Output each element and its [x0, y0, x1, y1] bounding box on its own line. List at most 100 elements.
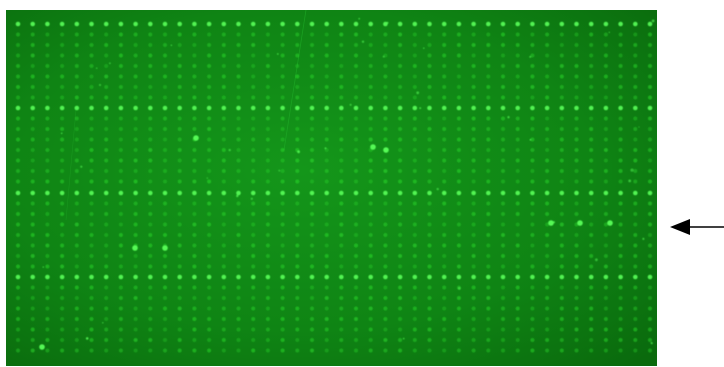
spot — [177, 327, 182, 332]
spot — [207, 85, 212, 89]
spot — [74, 74, 79, 79]
spot — [324, 64, 329, 68]
spot — [118, 148, 123, 152]
highlight-spot — [370, 144, 376, 150]
bright-spot — [30, 274, 35, 280]
spot — [633, 116, 638, 121]
spot — [559, 64, 564, 68]
bright-spot — [383, 190, 388, 196]
spot — [207, 212, 212, 216]
bright-spot — [486, 274, 491, 280]
spot — [148, 264, 153, 269]
spot — [648, 53, 652, 58]
bright-spot — [162, 274, 168, 280]
bright-spot — [250, 274, 256, 280]
spot — [383, 74, 388, 79]
spot — [310, 137, 314, 142]
spot — [648, 201, 652, 206]
spot — [559, 116, 564, 121]
spot — [251, 116, 256, 121]
spot — [251, 243, 256, 248]
spot — [324, 338, 329, 342]
dust-speck — [96, 67, 98, 69]
spot — [589, 327, 594, 332]
spot — [236, 317, 241, 321]
spot — [118, 338, 123, 342]
bright-spot — [177, 21, 182, 27]
spot — [118, 348, 123, 353]
spot — [501, 158, 505, 163]
spot — [265, 74, 270, 79]
spot — [60, 201, 65, 206]
spot — [354, 95, 358, 100]
spot — [236, 296, 241, 300]
spot — [618, 285, 623, 290]
bright-spot — [192, 274, 197, 280]
spot — [45, 222, 50, 227]
spot — [324, 74, 329, 79]
spot — [545, 317, 550, 321]
spot — [603, 74, 608, 79]
spot — [45, 264, 50, 269]
spot — [74, 95, 79, 100]
spot — [295, 64, 300, 68]
spot — [501, 254, 505, 258]
spot — [648, 296, 652, 300]
spot — [368, 296, 373, 300]
spot — [427, 201, 432, 206]
spot — [471, 348, 476, 353]
bright-spot — [280, 105, 285, 111]
spot — [89, 85, 94, 89]
spot — [339, 127, 344, 131]
spot — [633, 179, 638, 184]
highlight-spot — [607, 220, 613, 226]
dust-speck — [651, 19, 655, 23]
spot — [133, 179, 138, 184]
spot — [221, 148, 226, 152]
spot — [354, 254, 358, 258]
bright-spot — [118, 105, 124, 111]
spot — [471, 85, 476, 89]
bright-spot — [103, 274, 109, 280]
spot — [442, 222, 447, 227]
spot — [310, 243, 314, 248]
spot — [633, 327, 638, 332]
bright-spot — [265, 21, 271, 27]
spot — [648, 179, 652, 184]
highlight-spot — [548, 220, 554, 226]
spot — [354, 116, 358, 121]
spot — [456, 212, 461, 216]
bright-spot — [412, 21, 418, 27]
spot — [545, 212, 550, 216]
spot — [60, 179, 65, 184]
spot — [310, 296, 314, 300]
spot — [16, 348, 20, 353]
spot — [163, 148, 167, 152]
spot — [74, 137, 79, 142]
spot — [383, 264, 388, 269]
spot — [221, 264, 226, 269]
spot — [412, 43, 417, 47]
spot — [30, 95, 35, 100]
spot — [251, 201, 256, 206]
spot — [412, 212, 417, 216]
spot — [339, 116, 344, 121]
spot — [265, 243, 270, 248]
spot — [354, 317, 358, 321]
spot — [648, 127, 652, 131]
spot — [398, 264, 403, 269]
spot — [501, 179, 505, 184]
spot — [603, 179, 608, 184]
bright-spot — [500, 105, 506, 111]
spot — [442, 116, 447, 121]
spot — [265, 201, 270, 206]
spot — [177, 254, 182, 258]
bright-spot — [45, 190, 50, 196]
spot — [456, 348, 461, 353]
spot — [574, 148, 579, 152]
spot — [74, 158, 79, 163]
spot — [545, 85, 550, 89]
spot — [339, 222, 344, 227]
bright-spot — [441, 21, 447, 27]
highlight-spot — [162, 245, 168, 251]
